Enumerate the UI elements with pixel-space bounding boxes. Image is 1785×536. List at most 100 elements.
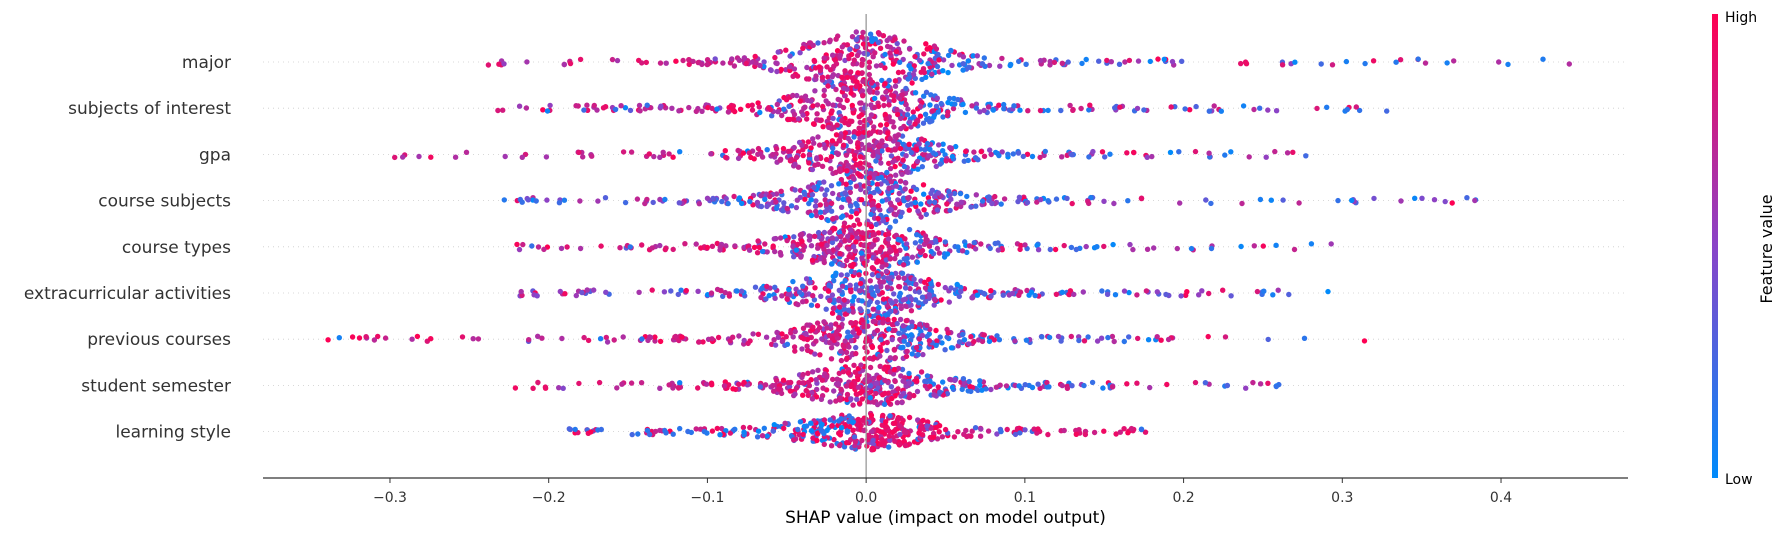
shap-point xyxy=(797,50,803,56)
shap-point xyxy=(821,40,827,46)
shap-point xyxy=(901,338,907,344)
shap-point xyxy=(737,106,744,113)
shap-point xyxy=(757,151,764,157)
shap-point xyxy=(800,392,806,398)
shap-point xyxy=(895,141,901,147)
shap-point xyxy=(650,199,656,206)
shap-point xyxy=(790,92,796,99)
shap-point xyxy=(818,155,824,162)
shap-point xyxy=(759,285,765,291)
shap-point xyxy=(947,207,953,214)
shap-point xyxy=(847,46,853,52)
shap-point xyxy=(878,62,884,68)
shap-point xyxy=(918,369,925,375)
shap-point xyxy=(735,147,741,154)
shap-point xyxy=(830,145,836,151)
shap-point xyxy=(907,119,913,125)
shap-point xyxy=(1065,59,1071,65)
shap-point xyxy=(833,321,839,327)
shap-point xyxy=(572,426,578,433)
shap-point xyxy=(887,413,893,419)
shap-point xyxy=(824,242,830,248)
shap-point xyxy=(732,243,738,249)
shap-point xyxy=(721,383,728,389)
shap-point xyxy=(746,247,753,253)
shap-point xyxy=(857,135,863,141)
shap-point xyxy=(914,378,920,384)
shap-point xyxy=(1203,197,1209,203)
shap-point xyxy=(371,337,378,343)
shap-point xyxy=(800,147,806,153)
shap-point xyxy=(770,151,776,158)
shap-point xyxy=(934,63,941,70)
shap-point xyxy=(774,68,780,75)
shap-point xyxy=(949,384,956,391)
shap-point xyxy=(1037,57,1044,64)
shap-point xyxy=(1142,429,1149,435)
shap-point xyxy=(754,250,761,256)
shap-point xyxy=(1187,107,1193,113)
shap-point xyxy=(919,164,925,170)
shap-point xyxy=(663,430,669,436)
shap-point xyxy=(668,288,674,294)
shap-point xyxy=(909,351,915,357)
shap-point xyxy=(736,57,743,63)
shap-point xyxy=(1472,197,1478,204)
shap-point xyxy=(864,230,870,236)
shap-point xyxy=(936,423,943,429)
shap-point xyxy=(827,339,833,346)
shap-point xyxy=(810,136,816,142)
shap-point xyxy=(699,108,705,115)
shap-point xyxy=(901,198,907,204)
shap-point xyxy=(823,156,830,163)
shap-point xyxy=(639,60,645,66)
shap-point xyxy=(858,362,864,368)
shap-point xyxy=(842,277,848,284)
shap-point xyxy=(912,121,918,127)
shap-point xyxy=(1045,107,1051,114)
shap-point xyxy=(581,107,587,113)
shap-point xyxy=(1053,196,1060,202)
shap-point xyxy=(787,63,793,70)
shap-point xyxy=(1199,288,1205,294)
shap-point xyxy=(849,320,855,326)
shap-point xyxy=(1069,200,1075,207)
shap-point xyxy=(1015,103,1021,109)
shap-point xyxy=(485,62,492,68)
shap-point xyxy=(775,49,781,55)
shap-point xyxy=(842,311,848,317)
shap-point xyxy=(877,353,883,359)
shap-point xyxy=(893,232,899,238)
shap-point xyxy=(897,316,904,323)
shap-point xyxy=(514,241,520,248)
shap-point xyxy=(948,196,954,202)
shap-point xyxy=(859,62,865,68)
shap-point xyxy=(854,396,860,402)
shap-point xyxy=(966,378,972,385)
shap-point xyxy=(845,329,851,335)
shap-point xyxy=(879,138,885,144)
shap-point xyxy=(783,97,790,103)
shap-point xyxy=(903,85,909,92)
shap-point xyxy=(777,235,784,241)
shap-point xyxy=(923,89,930,96)
shap-point xyxy=(844,355,850,361)
shap-point xyxy=(942,284,948,291)
shap-point xyxy=(837,242,843,248)
x-axis-ticks: −0.3 −0.2 −0.1 0.0 0.1 0.2 0.3 0.4 xyxy=(373,478,1512,506)
shap-point xyxy=(918,201,924,207)
shap-point xyxy=(881,96,887,102)
shap-point xyxy=(860,78,866,85)
shap-point xyxy=(956,293,962,300)
shap-point xyxy=(772,342,779,348)
shap-point xyxy=(985,104,992,110)
shap-point xyxy=(841,85,847,91)
shap-point xyxy=(325,337,331,343)
shap-point xyxy=(793,154,800,161)
shap-point xyxy=(1178,293,1184,299)
shap-point xyxy=(881,102,887,109)
shap-point xyxy=(648,334,654,341)
shap-point xyxy=(909,254,916,260)
shap-point xyxy=(898,345,904,351)
shap-point xyxy=(746,150,752,156)
